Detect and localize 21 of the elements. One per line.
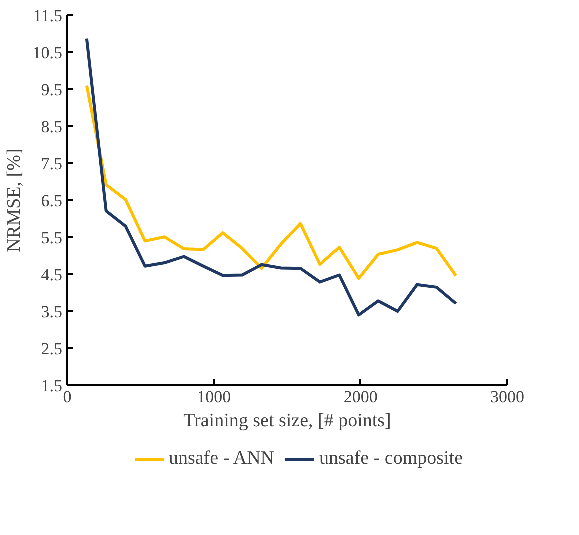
y-tick-label: 10.5 xyxy=(32,44,62,62)
y-tick-label: 5.5 xyxy=(41,228,62,248)
y-tick-label: 4.5 xyxy=(41,266,62,284)
y-axis-title: NRMSE, [%] xyxy=(4,148,25,252)
line-series xyxy=(85,84,458,280)
x-tick-label: 1000 xyxy=(197,388,232,406)
y-tick-label: 2.5 xyxy=(41,340,62,358)
y-tick-label: 3.5 xyxy=(41,302,62,322)
line-series xyxy=(85,37,458,317)
y-tick-label: 6.5 xyxy=(41,192,62,210)
y-tick-label: 11.5 xyxy=(33,6,63,26)
y-tick-label: 7.5 xyxy=(41,154,62,174)
x-tick-label: 2000 xyxy=(344,388,378,406)
y-tick-label: 8.5 xyxy=(41,118,62,136)
legend-label: unsafe - ANN xyxy=(168,448,275,470)
y-tick-label: 9.5 xyxy=(41,80,62,100)
y-tick-label: 1.5 xyxy=(41,376,62,396)
legend-label: unsafe - composite xyxy=(320,448,464,470)
x-tick-label: 3000 xyxy=(490,388,524,406)
x-axis-title: Training set size, [# points] xyxy=(184,410,392,432)
x-tick-label: 0 xyxy=(63,388,72,406)
